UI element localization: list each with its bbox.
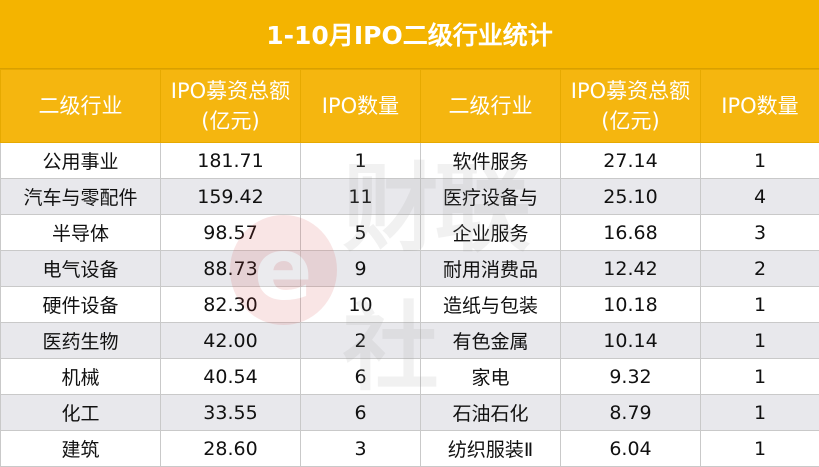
cell-industry-2: 有色金属 [421,323,561,359]
header-count: IPO数量 [301,70,421,143]
cell-industry: 电气设备 [1,251,161,287]
cell-industry: 半导体 [1,215,161,251]
cell-industry-2: 家电 [421,359,561,395]
cell-industry-2: 耐用消费品 [421,251,561,287]
cell-count-2: 1 [701,431,819,467]
header-industry: 二级行业 [1,70,161,143]
header-amount-line1: IPO募资总额 [162,76,299,106]
cell-count: 10 [301,287,421,323]
cell-count: 6 [301,359,421,395]
cell-industry: 化工 [1,395,161,431]
cell-amount: 82.30 [161,287,301,323]
cell-industry: 机械 [1,359,161,395]
header-industry-2: 二级行业 [421,70,561,143]
cell-count-2: 1 [701,143,819,179]
cell-count-2: 1 [701,287,819,323]
cell-count-2: 3 [701,215,819,251]
cell-industry: 建筑 [1,431,161,467]
cell-amount-2: 8.79 [561,395,701,431]
cell-count-2: 4 [701,179,819,215]
cell-industry: 汽车与零配件 [1,179,161,215]
cell-industry-2: 纺织服装Ⅱ [421,431,561,467]
header-amount-2-line1: IPO募资总额 [562,76,699,106]
cell-industry-2: 造纸与包装 [421,287,561,323]
cell-industry: 医药生物 [1,323,161,359]
header-amount-2-line2: (亿元) [562,106,699,136]
header-row: 二级行业 IPO募资总额 (亿元) IPO数量 二级行业 IPO募资总额 (亿元… [1,70,819,143]
cell-count: 11 [301,179,421,215]
cell-industry-2: 企业服务 [421,215,561,251]
cell-amount-2: 25.10 [561,179,701,215]
cell-count: 9 [301,251,421,287]
cell-amount: 159.42 [161,179,301,215]
cell-amount-2: 9.32 [561,359,701,395]
cell-amount-2: 16.68 [561,215,701,251]
header-amount-2: IPO募资总额 (亿元) [561,70,701,143]
cell-count: 2 [301,323,421,359]
cell-amount: 42.00 [161,323,301,359]
cell-amount-2: 10.18 [561,287,701,323]
cell-industry-2: 石油石化 [421,395,561,431]
cell-industry-2: 软件服务 [421,143,561,179]
cell-count: 1 [301,143,421,179]
cell-industry: 公用事业 [1,143,161,179]
header-count-2: IPO数量 [701,70,819,143]
cell-amount: 33.55 [161,395,301,431]
cell-count: 3 [301,431,421,467]
cell-count-2: 1 [701,359,819,395]
header-amount: IPO募资总额 (亿元) [161,70,301,143]
cell-amount: 181.71 [161,143,301,179]
ipo-table: 二级行业 IPO募资总额 (亿元) IPO数量 二级行业 IPO募资总额 (亿元… [0,69,819,467]
cell-industry-2: 医疗设备与 [421,179,561,215]
cell-amount-2: 10.14 [561,323,701,359]
cell-count-2: 1 [701,323,819,359]
cell-count: 5 [301,215,421,251]
cell-count-2: 1 [701,395,819,431]
page-title: 1-10月IPO二级行业统计 [0,0,819,69]
cell-amount-2: 12.42 [561,251,701,287]
cell-industry: 硬件设备 [1,287,161,323]
cell-amount: 28.60 [161,431,301,467]
cell-amount: 40.54 [161,359,301,395]
cell-amount: 88.73 [161,251,301,287]
cell-count-2: 2 [701,251,819,287]
cell-count: 6 [301,395,421,431]
cell-amount: 98.57 [161,215,301,251]
cell-amount-2: 27.14 [561,143,701,179]
header-amount-line2: (亿元) [162,106,299,136]
cell-amount-2: 6.04 [561,431,701,467]
